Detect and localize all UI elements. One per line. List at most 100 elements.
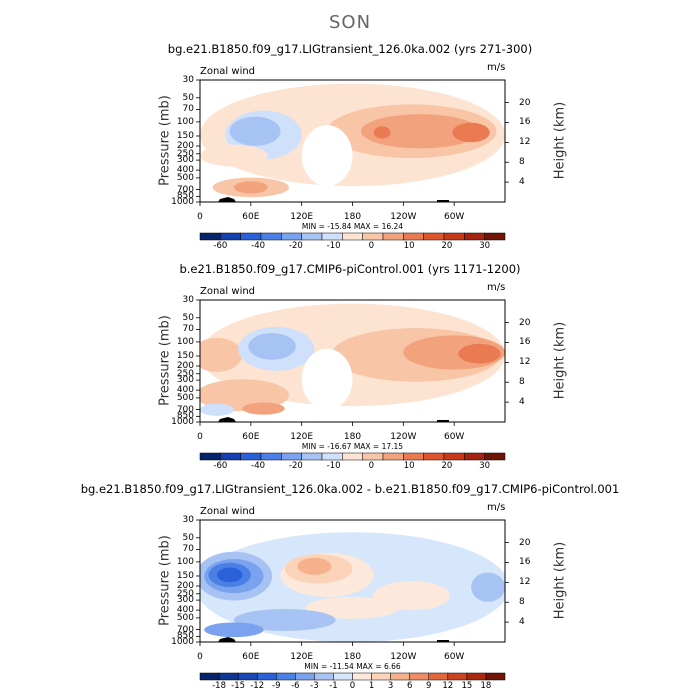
contour-region [200, 403, 234, 416]
y-tick-label: 30 [182, 75, 194, 85]
y-tick-label: 700 [176, 404, 194, 415]
y-right-tick-label: 16 [519, 337, 531, 348]
contour-region [452, 122, 490, 143]
y-right-tick-label: 20 [519, 97, 531, 108]
colorbar-label: 0 [368, 461, 375, 471]
contour-region [301, 348, 353, 410]
y-tick-label: 70 [182, 544, 194, 555]
y-tick-label: 700 [176, 624, 194, 635]
contour-region [216, 567, 243, 583]
y-tick-label: 1000 [171, 417, 194, 427]
y-tick-label: 250 [176, 588, 194, 599]
colorbar-label: -12 [250, 681, 265, 691]
colorbar-label: 9 [426, 681, 432, 691]
y-right-tick-label: 12 [519, 357, 531, 368]
colorbar-swatch [485, 672, 506, 681]
contour-region [458, 343, 501, 364]
x-tick-label: 120E [290, 652, 314, 662]
y-tick-label: 1000 [171, 197, 194, 207]
y-tick-label: 250 [176, 148, 194, 159]
variable-label: Zonal wind [200, 506, 256, 517]
y-tick-label: 200 [176, 361, 194, 371]
colorbar-swatch [352, 672, 372, 681]
x-tick-label: 120E [290, 432, 314, 442]
y-tick-label: 850 [176, 191, 194, 202]
colorbar-label: -18 [212, 681, 226, 691]
variable-label: Zonal wind [200, 286, 256, 297]
y-tick-label: 300 [176, 595, 194, 606]
colorbar-label: 10 [403, 461, 415, 471]
y-tick-label: 300 [176, 375, 194, 386]
colorbar-swatch [466, 672, 487, 681]
colorbar-label: 20 [441, 461, 453, 471]
colorbar-swatch [484, 452, 506, 461]
colorbar-label: -40 [251, 461, 266, 471]
y-tick-label: 250 [176, 368, 194, 379]
y-tick-label: 400 [176, 385, 194, 396]
y-tick-label: 1000 [171, 637, 194, 647]
colorbar-label: 1 [368, 681, 375, 691]
x-tick-label: 60W [443, 432, 465, 442]
x-tick-label: 180 [343, 212, 362, 222]
colorbar-label: 0 [368, 241, 375, 251]
y-tick-label: 400 [176, 605, 194, 616]
colorbar-label: -9 [272, 681, 281, 691]
units-label: m/s [487, 502, 506, 513]
contour-region [229, 116, 281, 146]
colorbar-label: -1 [329, 681, 338, 691]
x-tick-label: 0 [197, 212, 203, 222]
contour-region [471, 572, 505, 602]
topography-mask [218, 197, 236, 202]
colorbar-label: 15 [461, 681, 473, 691]
y-tick-label: 30 [182, 295, 194, 305]
y-right-tick-label: 4 [519, 177, 525, 188]
colorbar-label: 20 [441, 241, 453, 251]
colorbar-label: -60 [213, 241, 228, 251]
colorbar-label: 18 [480, 681, 492, 691]
panel-title: b.e21.B1850.f09_g17.CMIP6-piControl.001 … [179, 262, 521, 276]
y-tick-label: 50 [182, 312, 194, 323]
y-tick-label: 100 [176, 116, 194, 127]
colorbar-swatch [390, 672, 410, 681]
y-tick-label: 500 [176, 612, 194, 623]
y-right-tick-label: 4 [519, 397, 525, 408]
colorbar-swatch [447, 672, 468, 681]
y-right-axis-label: Height (km) [552, 541, 568, 620]
colorbar-label: 12 [442, 681, 454, 691]
y-tick-label: 200 [176, 581, 194, 591]
min-max-label: MIN = -11.54 MAX = 6.66 [304, 662, 401, 671]
units-label: m/s [487, 282, 506, 293]
y-right-tick-label: 20 [519, 317, 531, 328]
colorbar-label: 6 [406, 681, 413, 691]
y-right-tick-label: 8 [519, 157, 525, 168]
y-tick-label: 850 [176, 411, 194, 422]
colorbar-label: -20 [288, 461, 303, 471]
colorbar-label: -3 [310, 681, 319, 691]
colorbar-swatch [295, 672, 315, 681]
y-tick-label: 70 [182, 104, 194, 115]
x-tick-label: 60W [443, 652, 465, 662]
y-tick-label: 700 [176, 184, 194, 195]
colorbar-label: 0 [349, 681, 356, 691]
y-right-tick-label: 4 [519, 617, 525, 628]
panel-title: bg.e21.B1850.f09_g17.LIGtransient_126.0k… [167, 42, 533, 56]
y-tick-label: 150 [176, 350, 194, 361]
y-tick-label: 100 [176, 336, 194, 347]
y-tick-label: 850 [176, 631, 194, 642]
min-max-label: MIN = -15.84 MAX = 16.24 [301, 222, 404, 231]
x-tick-label: 60E [242, 432, 260, 442]
colorbar-label: -15 [231, 681, 246, 691]
y-axis-label: Pressure (mb) [157, 535, 173, 626]
y-tick-label: 100 [176, 556, 194, 567]
y-right-tick-label: 12 [519, 577, 531, 588]
contour-region [204, 622, 264, 638]
colorbar-label: 10 [403, 241, 415, 251]
x-tick-label: 180 [343, 652, 362, 662]
colorbar-label: 30 [479, 241, 491, 251]
contour-region [305, 596, 400, 619]
x-tick-label: 180 [343, 432, 362, 442]
colorbar-swatch [371, 672, 391, 681]
y-tick-label: 400 [176, 165, 194, 176]
y-right-tick-label: 16 [519, 117, 531, 128]
